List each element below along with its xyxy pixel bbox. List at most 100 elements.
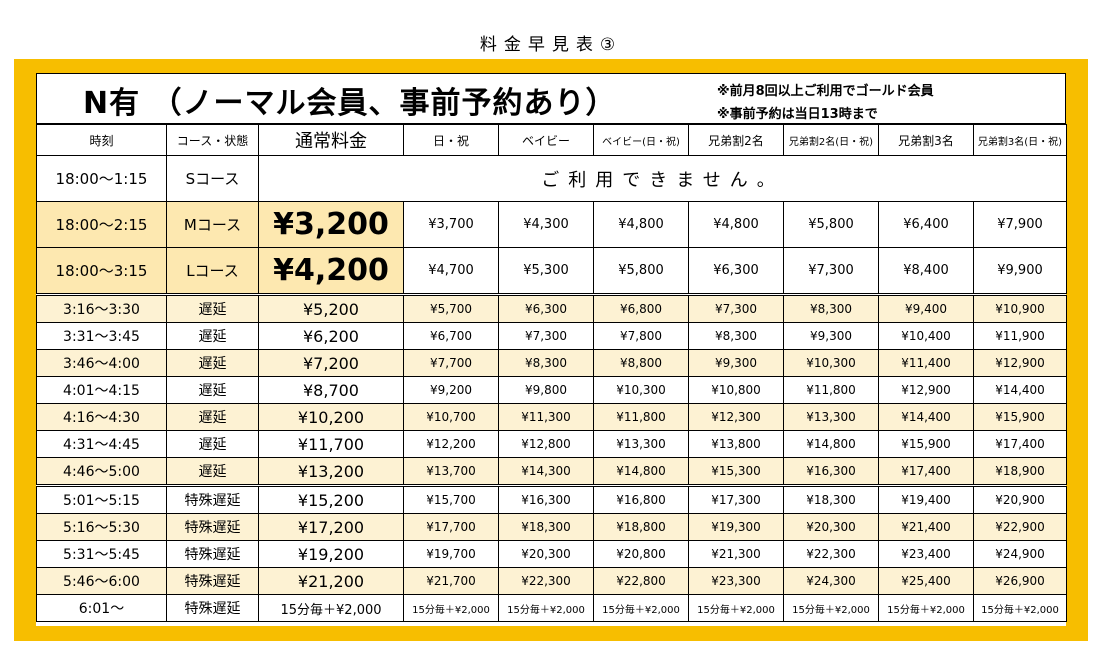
price-cell: ¥25,400 (878, 567, 974, 595)
price-cell: ¥22,800 (593, 567, 689, 595)
card-title: N有 （ノーマル会員、事前予約あり） (83, 86, 617, 121)
price-cell: ¥8,400 (878, 247, 974, 295)
table-row-late: 3:16～3:30 遅延 ¥5,200 ¥5,700 ¥6,300 ¥6,800 ¥7,30… (36, 293, 1067, 323)
price-cell: ¥11,400 (878, 349, 974, 377)
base-price-cell: ¥10,200 (258, 403, 404, 431)
price-cell: ¥20,300 (498, 540, 594, 568)
base-price-cell: ¥8,700 (258, 376, 404, 404)
price-cell: ¥14,800 (593, 457, 689, 486)
status-cell: 特殊遅延 (166, 540, 259, 568)
note-reservation: ※事前予約は当日13時まで (717, 107, 878, 122)
table-row-course: 18:00～2:15 Mコース ¥3,200 ¥3,700 ¥4,300 ¥4,800 ¥4… (36, 201, 1067, 248)
price-cell: ¥5,800 (783, 201, 879, 248)
course-cell: Sコース (166, 155, 259, 202)
price-cell: ¥19,400 (878, 484, 974, 514)
price-cell: ¥14,400 (878, 403, 974, 431)
time-cell: 3:31～3:45 (36, 322, 167, 350)
price-cell: 15分毎＋¥2,000 (783, 594, 879, 622)
base-price-cell: ¥4,200 (258, 247, 404, 295)
price-cell: ¥13,300 (593, 430, 689, 458)
price-cell: ¥7,700 (403, 349, 499, 377)
price-cell: ¥15,900 (878, 430, 974, 458)
course-cell: Lコース (166, 247, 259, 295)
price-cell: ¥13,300 (783, 403, 879, 431)
price-cell: ¥11,800 (783, 376, 879, 404)
status-cell: 特殊遅延 (166, 594, 259, 622)
page-title: 料金早見表③ (479, 35, 623, 55)
card-header: N有 （ノーマル会員、事前予約あり） ※前月8回以上ご利用でゴールド会員 ※事前… (36, 73, 1066, 124)
base-price-cell: ¥19,200 (258, 540, 404, 568)
price-cell: ¥6,400 (878, 201, 974, 248)
table-row-late: 5:01～5:15 特殊遅延 ¥15,200 ¥15,700 ¥16,300 ¥16,80… (36, 484, 1067, 514)
price-cell: ¥9,400 (878, 293, 974, 323)
status-cell: 遅延 (166, 293, 259, 323)
price-cell: ¥10,900 (973, 293, 1067, 323)
status-cell: 特殊遅延 (166, 567, 259, 595)
time-cell: 3:16～3:30 (36, 293, 167, 323)
price-cell: ¥8,300 (688, 322, 784, 350)
price-cell: ¥14,800 (783, 430, 879, 458)
price-cell: ¥18,300 (783, 484, 879, 514)
base-price-cell: ¥15,200 (258, 484, 404, 514)
price-cell: ¥4,800 (688, 201, 784, 248)
price-cell: ¥20,800 (593, 540, 689, 568)
price-cell: ¥22,300 (498, 567, 594, 595)
price-cell: ¥18,800 (593, 513, 689, 541)
header-row: 時刻 コース・状態 通常料金 日・祝 ベイビー ベイビー(日・祝) 兄弟割2名 兄弟割2名(日… (36, 124, 1067, 156)
price-cell: ¥6,800 (593, 293, 689, 323)
price-cell: ¥18,900 (973, 457, 1067, 486)
price-card: N有 （ノーマル会員、事前予約あり） ※前月8回以上ご利用でゴールド会員 ※事前… (36, 73, 1067, 626)
base-price-cell: ¥13,200 (258, 457, 404, 486)
base-price-cell: ¥11,700 (258, 430, 404, 458)
time-cell: 3:46～4:00 (36, 349, 167, 377)
price-cell: ¥11,900 (973, 322, 1067, 350)
status-cell: 遅延 (166, 430, 259, 458)
price-cell: ¥11,800 (593, 403, 689, 431)
price-cell: ¥21,300 (688, 540, 784, 568)
price-cell: ¥18,300 (498, 513, 594, 541)
course-cell: Mコース (166, 201, 259, 248)
note-gold-member: ※前月8回以上ご利用でゴールド会員 (717, 84, 934, 99)
base-price-cell: ¥7,200 (258, 349, 404, 377)
base-price-cell: ¥3,200 (258, 201, 404, 248)
price-cell: ¥12,300 (688, 403, 784, 431)
price-cell: ¥9,300 (783, 322, 879, 350)
column-header: ベイビー (498, 124, 594, 156)
column-header: 日・祝 (403, 124, 499, 156)
base-price-cell: ¥6,200 (258, 322, 404, 350)
price-cell: ¥10,300 (783, 349, 879, 377)
table-row-late: 5:31～5:45 特殊遅延 ¥19,200 ¥19,700 ¥20,300 ¥20,80… (36, 540, 1067, 568)
price-cell: ¥4,800 (593, 201, 689, 248)
price-cell: ¥17,400 (973, 430, 1067, 458)
price-cell: ¥15,700 (403, 484, 499, 514)
column-header: コース・状態 (166, 124, 259, 156)
price-cell: 15分毎＋¥2,000 (973, 594, 1067, 622)
price-cell: ¥5,800 (593, 247, 689, 295)
price-cell: ¥26,900 (973, 567, 1067, 595)
price-cell: ¥10,800 (688, 376, 784, 404)
price-cell: ¥6,300 (498, 293, 594, 323)
price-cell: 15分毎＋¥2,000 (498, 594, 594, 622)
price-cell: ¥8,300 (783, 293, 879, 323)
price-cell: ¥8,800 (593, 349, 689, 377)
price-cell: ¥7,800 (593, 322, 689, 350)
table-row-late: 4:01～4:15 遅延 ¥8,700 ¥9,200 ¥9,800 ¥10,300 ¥10,… (36, 376, 1067, 404)
price-cell: ¥21,700 (403, 567, 499, 595)
table-row-late: 4:46～5:00 遅延 ¥13,200 ¥13,700 ¥14,300 ¥14,800 ¥… (36, 457, 1067, 486)
price-cell: ¥17,300 (688, 484, 784, 514)
price-cell: ¥20,900 (973, 484, 1067, 514)
price-cell: ¥20,300 (783, 513, 879, 541)
table-row-late: 3:31～3:45 遅延 ¥6,200 ¥6,700 ¥7,300 ¥7,800 ¥8,30… (36, 322, 1067, 350)
price-cell: 15分毎＋¥2,000 (878, 594, 974, 622)
time-cell: 4:46～5:00 (36, 457, 167, 486)
price-cell: ¥9,900 (973, 247, 1067, 295)
time-cell: 4:31～4:45 (36, 430, 167, 458)
table-row-late: 5:46～6:00 特殊遅延 ¥21,200 ¥21,700 ¥22,300 ¥22,80… (36, 567, 1067, 595)
price-cell: ¥19,300 (688, 513, 784, 541)
price-cell: ¥22,900 (973, 513, 1067, 541)
price-cell: ¥24,900 (973, 540, 1067, 568)
table-row-late: 4:16～4:30 遅延 ¥10,200 ¥10,700 ¥11,300 ¥11,800 ¥… (36, 403, 1067, 431)
price-cell: ¥9,300 (688, 349, 784, 377)
column-header: 時刻 (36, 124, 167, 156)
price-cell: ¥24,300 (783, 567, 879, 595)
